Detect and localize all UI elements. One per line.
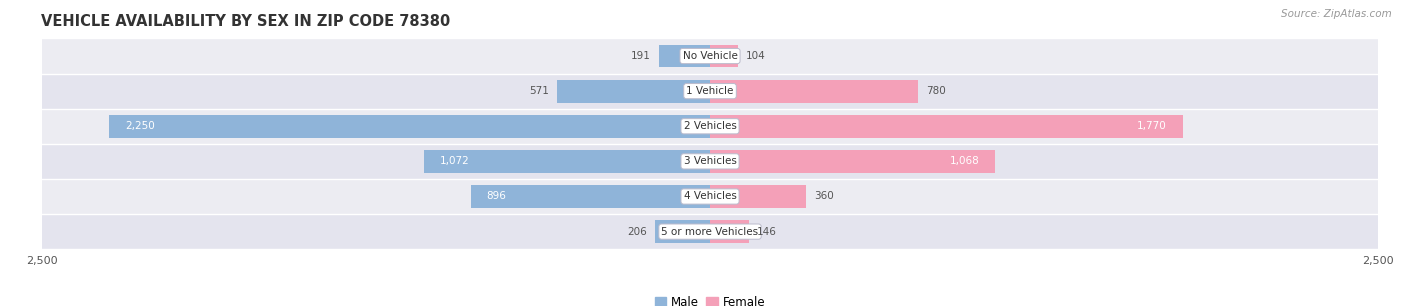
Bar bbox=[108, 115, 710, 138]
Text: 5 or more Vehicles: 5 or more Vehicles bbox=[661, 227, 759, 237]
Text: 146: 146 bbox=[756, 227, 778, 237]
Bar bbox=[471, 185, 710, 208]
Text: 104: 104 bbox=[745, 51, 766, 61]
Text: 1 Vehicle: 1 Vehicle bbox=[686, 86, 734, 96]
Text: VEHICLE AVAILABILITY BY SEX IN ZIP CODE 78380: VEHICLE AVAILABILITY BY SEX IN ZIP CODE … bbox=[41, 13, 450, 28]
Bar bbox=[42, 73, 1378, 109]
Bar bbox=[42, 214, 1378, 249]
Bar bbox=[710, 185, 806, 208]
Text: No Vehicle: No Vehicle bbox=[682, 51, 738, 61]
Bar bbox=[42, 179, 1378, 214]
Text: 1,068: 1,068 bbox=[949, 156, 980, 166]
Legend: Male, Female: Male, Female bbox=[650, 291, 770, 306]
Text: 1,770: 1,770 bbox=[1137, 121, 1167, 131]
Bar bbox=[710, 80, 918, 103]
Text: 4 Vehicles: 4 Vehicles bbox=[683, 192, 737, 201]
Bar bbox=[659, 45, 710, 67]
Bar bbox=[710, 45, 738, 67]
Text: 191: 191 bbox=[631, 51, 651, 61]
Bar bbox=[710, 115, 1182, 138]
Text: 3 Vehicles: 3 Vehicles bbox=[683, 156, 737, 166]
Bar bbox=[42, 109, 1378, 144]
Text: Source: ZipAtlas.com: Source: ZipAtlas.com bbox=[1281, 9, 1392, 19]
Text: 780: 780 bbox=[927, 86, 946, 96]
Bar bbox=[710, 150, 995, 173]
Text: 360: 360 bbox=[814, 192, 834, 201]
Bar bbox=[42, 144, 1378, 179]
Text: 206: 206 bbox=[627, 227, 647, 237]
Bar bbox=[710, 220, 749, 243]
Text: 2,250: 2,250 bbox=[125, 121, 155, 131]
Text: 571: 571 bbox=[530, 86, 550, 96]
Bar bbox=[655, 220, 710, 243]
Text: 896: 896 bbox=[486, 192, 506, 201]
Text: 2 Vehicles: 2 Vehicles bbox=[683, 121, 737, 131]
Text: 1,072: 1,072 bbox=[440, 156, 470, 166]
Bar bbox=[423, 150, 710, 173]
Bar bbox=[42, 39, 1378, 73]
Bar bbox=[558, 80, 710, 103]
